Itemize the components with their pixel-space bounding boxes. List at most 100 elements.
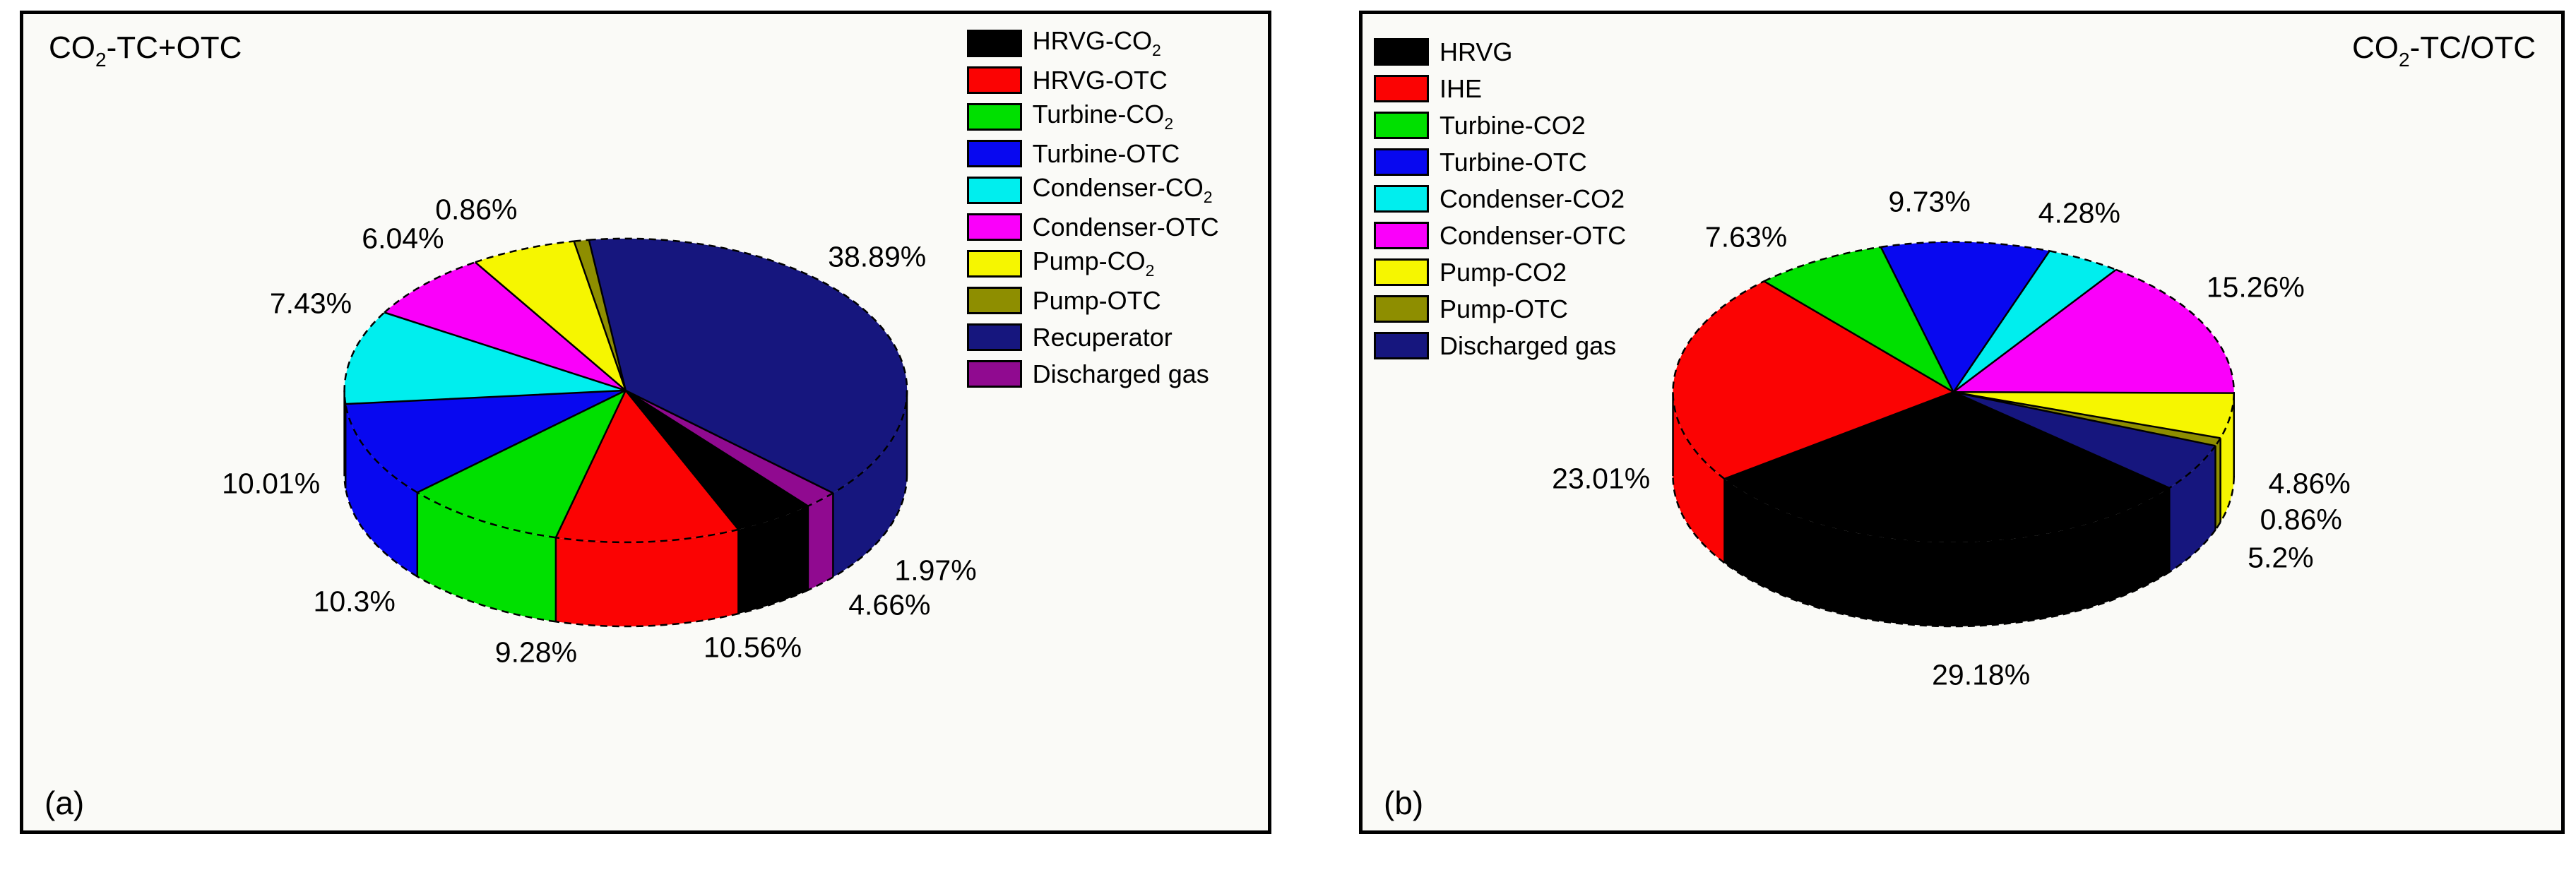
pie-slice-wall	[2215, 438, 2221, 530]
legend-swatch	[966, 140, 1022, 167]
chart-title-b: CO2-TC/OTC	[2352, 30, 2536, 71]
legend-item: Pump-CO2	[966, 246, 1219, 280]
pie-slice	[1880, 242, 2050, 393]
pie-slice-wall	[1673, 392, 1725, 564]
legend-label: Condenser-OTC	[1440, 220, 1627, 250]
legend-label: Condenser-OTC	[1032, 212, 1219, 242]
legend-label: Pump-CO2	[1032, 246, 1155, 280]
pie-slice-wall	[2220, 393, 2234, 523]
legend-item: Turbine-CO2	[1374, 112, 1626, 139]
pie-percent-label: 4.28%	[2038, 196, 2120, 230]
legend-label: HRVG	[1440, 37, 1513, 66]
pie-slice	[1724, 392, 2170, 542]
legend-item: Condenser-CO2	[966, 175, 1219, 205]
chart-title-b-base: CO	[2352, 30, 2399, 65]
pie-slice-wall	[345, 404, 417, 577]
legend-label: Discharged gas	[1032, 359, 1209, 388]
pie-percent-label: 9.28%	[494, 636, 578, 669]
legend-swatch	[1374, 295, 1429, 323]
pie-slice	[588, 238, 908, 494]
legend-item: HRVG-OTC	[966, 65, 1219, 95]
pie-percent-label: 0.86%	[2260, 503, 2342, 536]
pie-arc-outline	[343, 237, 908, 628]
legend-item: HRVG	[1374, 38, 1626, 66]
legend-swatch	[1374, 258, 1429, 286]
pie-slice	[417, 390, 626, 538]
pie-percent-label: 10.56%	[704, 631, 802, 664]
pie-percent-label: 38.89%	[828, 240, 927, 273]
pie-slice	[1764, 246, 1954, 393]
pie-percent-label: 1.97%	[894, 554, 977, 587]
legend-item: Condenser-OTC	[966, 212, 1219, 242]
legend-item: Discharged gas	[1374, 332, 1626, 359]
chart-title-a-base: CO	[49, 30, 95, 65]
legend-swatch	[966, 177, 1022, 204]
legend-item: Turbine-OTC	[966, 138, 1219, 168]
pie-slice-wall	[807, 493, 833, 590]
chart-title-a-rest: -TC+OTC	[106, 30, 242, 65]
pie-slice-wall	[833, 390, 907, 578]
legend-swatch	[1374, 222, 1429, 249]
pie-slice	[1953, 392, 2216, 488]
legend-swatch	[1374, 38, 1429, 66]
pie-edge-outline	[1672, 246, 2235, 573]
pie-slice	[625, 390, 808, 530]
legend-swatch	[966, 103, 1022, 131]
legend-item: Condenser-OTC	[1374, 222, 1626, 249]
pie-percent-label: 9.73%	[1888, 185, 1971, 218]
chart-title-a: CO2-TC+OTC	[49, 30, 242, 71]
pie-slice	[1953, 269, 2234, 393]
pie-percent-label: 4.86%	[2268, 467, 2351, 500]
legend-swatch	[966, 30, 1022, 57]
pie-slice-wall	[555, 529, 739, 627]
legend-swatch	[966, 213, 1022, 241]
pie-percent-label: 29.18%	[1932, 658, 2031, 691]
legend-label: HRVG-CO2	[1032, 26, 1161, 59]
legend-label: Pump-OTC	[1440, 294, 1569, 323]
legend-swatch	[1374, 185, 1429, 213]
pie-slice	[1953, 251, 2116, 393]
legend-swatch	[1374, 75, 1429, 102]
pie-chart-a	[343, 237, 908, 628]
legend-b: HRVG IHE Turbine-CO2 Turbine-OTC Condenser-C…	[1374, 38, 1626, 369]
subfigure-label-b: (b)	[1384, 785, 1424, 821]
pie-chart-b	[1672, 241, 2235, 628]
legend-label: HRVG-OTC	[1032, 65, 1168, 95]
legend-swatch	[966, 250, 1022, 278]
legend-swatch	[1374, 112, 1429, 139]
pie-percent-label: 0.86%	[435, 193, 518, 226]
legend-swatch	[966, 360, 1022, 388]
pie-slice	[1673, 281, 1954, 479]
legend-swatch	[966, 66, 1022, 94]
legend-item: Pump-OTC	[966, 285, 1219, 315]
legend-label: Recuperator	[1032, 322, 1173, 352]
legend-swatch	[1374, 332, 1429, 359]
legend-item: Turbine-CO2	[966, 102, 1219, 132]
pie-percent-label: 5.2%	[2248, 541, 2314, 574]
pie-percent-label: 10.01%	[222, 467, 321, 500]
pie-slice-wall	[1724, 479, 2170, 627]
legend-swatch	[966, 323, 1022, 351]
legend-item: Condenser-CO2	[1374, 185, 1626, 213]
legend-label: Turbine-OTC	[1440, 147, 1587, 177]
pie-percent-label: 7.63%	[1704, 220, 1788, 254]
pie-slice	[475, 241, 626, 391]
pie-percent-label: 15.26%	[2206, 270, 2305, 304]
pie-slice	[344, 312, 626, 405]
legend-label: Pump-OTC	[1032, 285, 1161, 315]
legend-label: Turbine-OTC	[1032, 138, 1180, 168]
legend-item: IHE	[1374, 75, 1626, 102]
pie-slice	[625, 390, 833, 506]
legend-label: Pump-CO2	[1440, 257, 1567, 287]
legend-a: HRVG-CO2 HRVG-OTC Turbine-CO2 Turbine-OTC Co…	[966, 26, 1219, 397]
pie-slice	[384, 262, 626, 391]
legend-label: Discharged gas	[1440, 330, 1617, 360]
legend-item: Recuperator	[966, 322, 1219, 352]
pie-edge-outline	[343, 239, 908, 622]
legend-item: Pump-CO2	[1374, 258, 1626, 286]
legend-label: Condenser-CO2	[1440, 184, 1625, 213]
pie-slice-wall	[2169, 446, 2216, 573]
legend-item: Discharged gas	[966, 359, 1219, 388]
legend-item: Pump-OTC	[1374, 295, 1626, 323]
